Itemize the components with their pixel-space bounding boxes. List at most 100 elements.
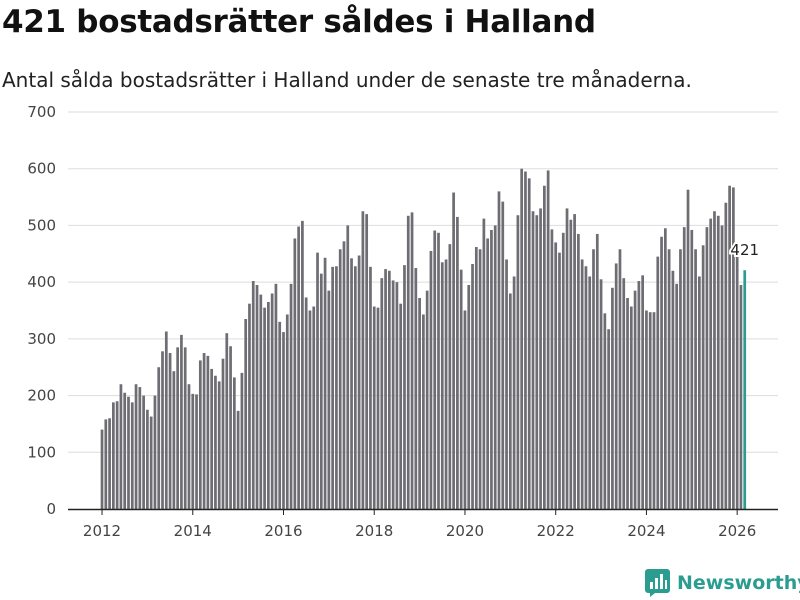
bar bbox=[433, 230, 437, 509]
y-tick-label: 600 bbox=[27, 160, 56, 178]
bar bbox=[206, 355, 210, 509]
bar bbox=[595, 233, 599, 509]
bar bbox=[285, 314, 289, 509]
bar bbox=[554, 242, 558, 509]
bar bbox=[244, 319, 248, 509]
bar bbox=[164, 331, 168, 509]
bar bbox=[701, 245, 705, 509]
bar bbox=[236, 410, 240, 509]
bar bbox=[671, 270, 675, 509]
bar bbox=[735, 254, 739, 509]
bar bbox=[471, 263, 474, 509]
bar bbox=[558, 252, 561, 509]
bar bbox=[690, 229, 694, 509]
bar bbox=[652, 312, 656, 509]
bar bbox=[270, 293, 274, 509]
bar bbox=[633, 290, 637, 509]
bar-chart-logo-icon bbox=[645, 569, 670, 597]
bar bbox=[187, 384, 191, 509]
bar bbox=[342, 241, 346, 509]
bar bbox=[656, 256, 660, 509]
bar bbox=[293, 238, 297, 509]
chart-subtitle: Antal sålda bostadsrätter i Halland unde… bbox=[2, 68, 692, 92]
bar bbox=[580, 259, 584, 509]
y-tick-label: 400 bbox=[27, 273, 56, 291]
bar bbox=[361, 211, 365, 509]
bar bbox=[119, 384, 123, 509]
bar bbox=[565, 208, 569, 509]
bar bbox=[508, 293, 512, 509]
bar bbox=[134, 384, 138, 509]
y-tick-label: 200 bbox=[27, 387, 56, 405]
bar bbox=[395, 282, 399, 509]
bar bbox=[437, 232, 440, 510]
brand-logo: Newsworthy bbox=[645, 569, 800, 597]
bar bbox=[346, 225, 350, 509]
highlight-value-label: 421 bbox=[730, 241, 759, 259]
bar bbox=[323, 257, 327, 509]
bar-highlighted bbox=[743, 270, 747, 509]
bar bbox=[535, 215, 539, 509]
x-tick-label: 2012 bbox=[83, 522, 121, 540]
bar bbox=[153, 395, 157, 509]
y-tick-label: 300 bbox=[27, 330, 56, 348]
x-tick-label: 2020 bbox=[446, 522, 484, 540]
bar bbox=[353, 266, 357, 509]
x-tick-label: 2026 bbox=[718, 522, 756, 540]
bar bbox=[240, 372, 244, 509]
bar bbox=[456, 216, 459, 510]
bar bbox=[618, 249, 622, 509]
bar bbox=[637, 281, 641, 509]
bar bbox=[312, 306, 316, 509]
bar bbox=[459, 269, 463, 509]
bar bbox=[709, 218, 713, 509]
bar bbox=[259, 294, 263, 509]
bar bbox=[663, 228, 667, 509]
bar bbox=[467, 284, 471, 509]
bar bbox=[146, 409, 149, 509]
bars bbox=[100, 168, 747, 510]
bar bbox=[739, 284, 743, 509]
bar bbox=[168, 353, 172, 509]
bar bbox=[425, 290, 429, 509]
bar bbox=[520, 168, 524, 509]
bar bbox=[482, 218, 486, 509]
bar bbox=[308, 310, 312, 509]
bar bbox=[694, 249, 697, 509]
bar bbox=[282, 332, 285, 509]
bar bbox=[180, 334, 183, 509]
bar bbox=[614, 263, 618, 509]
bar bbox=[429, 250, 433, 509]
bar bbox=[588, 276, 592, 509]
bar bbox=[716, 215, 720, 510]
bar bbox=[440, 262, 444, 509]
bar bbox=[497, 191, 501, 509]
bar bbox=[713, 211, 716, 509]
bar bbox=[289, 283, 293, 509]
bar bbox=[123, 392, 127, 509]
bar bbox=[569, 219, 573, 509]
bar bbox=[149, 416, 153, 509]
bar bbox=[490, 229, 493, 509]
bar bbox=[274, 283, 278, 509]
bar bbox=[448, 244, 452, 509]
bar bbox=[720, 225, 724, 509]
bar bbox=[728, 185, 731, 510]
y-tick-label: 500 bbox=[27, 216, 56, 234]
bar bbox=[592, 249, 595, 509]
bar bbox=[626, 298, 629, 509]
bar bbox=[142, 395, 145, 509]
bar bbox=[112, 402, 115, 509]
bar bbox=[232, 377, 236, 509]
bar bbox=[387, 270, 391, 509]
bar bbox=[603, 313, 607, 509]
bar bbox=[682, 227, 686, 509]
bar bbox=[561, 232, 565, 510]
bar bbox=[195, 394, 198, 509]
bar bbox=[217, 381, 221, 509]
bar bbox=[161, 351, 164, 509]
bar bbox=[172, 371, 176, 509]
bar bbox=[705, 227, 709, 509]
bar bbox=[679, 249, 682, 509]
